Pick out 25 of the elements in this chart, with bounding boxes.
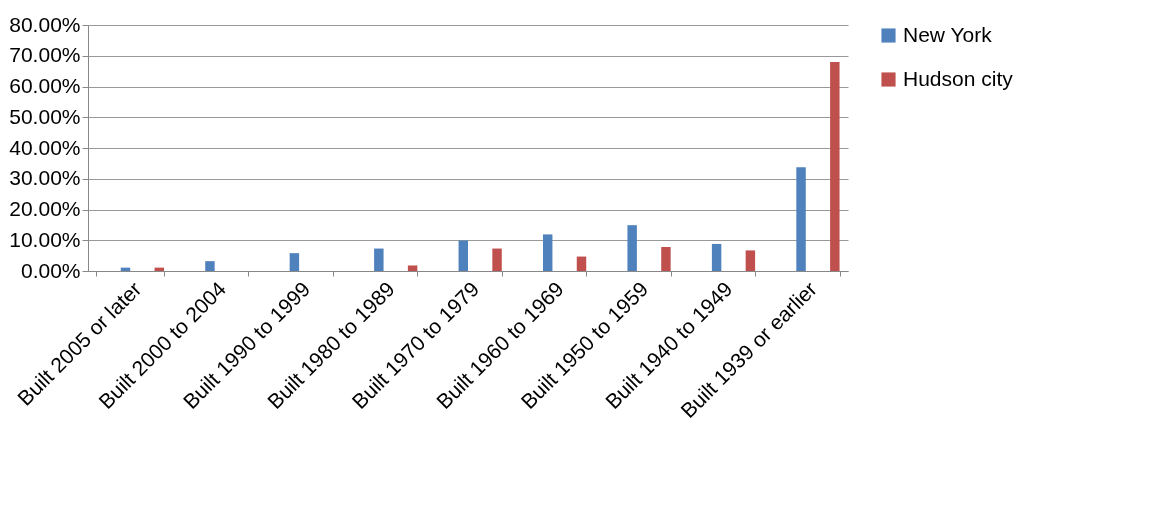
- y-tick-label: 80.00%: [9, 12, 81, 36]
- legend-label: Hudson city: [903, 66, 1014, 90]
- bar: [407, 265, 418, 271]
- y-tick-label: 0.00%: [20, 258, 81, 282]
- bar: [205, 261, 215, 271]
- y-tick-label: 70.00%: [9, 43, 81, 67]
- y-tick-label: 20.00%: [9, 197, 81, 220]
- bar: [289, 253, 300, 271]
- bar: [374, 248, 384, 271]
- bar: [627, 225, 637, 271]
- bar: [458, 240, 468, 271]
- y-tick-label: 50.00%: [9, 104, 81, 128]
- bar: [830, 61, 840, 271]
- bar: [492, 248, 502, 271]
- bar: [711, 243, 722, 271]
- bar: [661, 247, 671, 271]
- bar: [796, 167, 806, 271]
- y-tick-label: 40.00%: [9, 135, 81, 159]
- bar: [576, 256, 587, 271]
- bar: [542, 234, 553, 271]
- bar: [745, 250, 756, 271]
- legend-label: New York: [903, 22, 993, 46]
- y-tick-label: 10.00%: [9, 227, 81, 251]
- y-tick-label: 30.00%: [9, 166, 81, 190]
- y-tick-label: 60.00%: [9, 74, 81, 97]
